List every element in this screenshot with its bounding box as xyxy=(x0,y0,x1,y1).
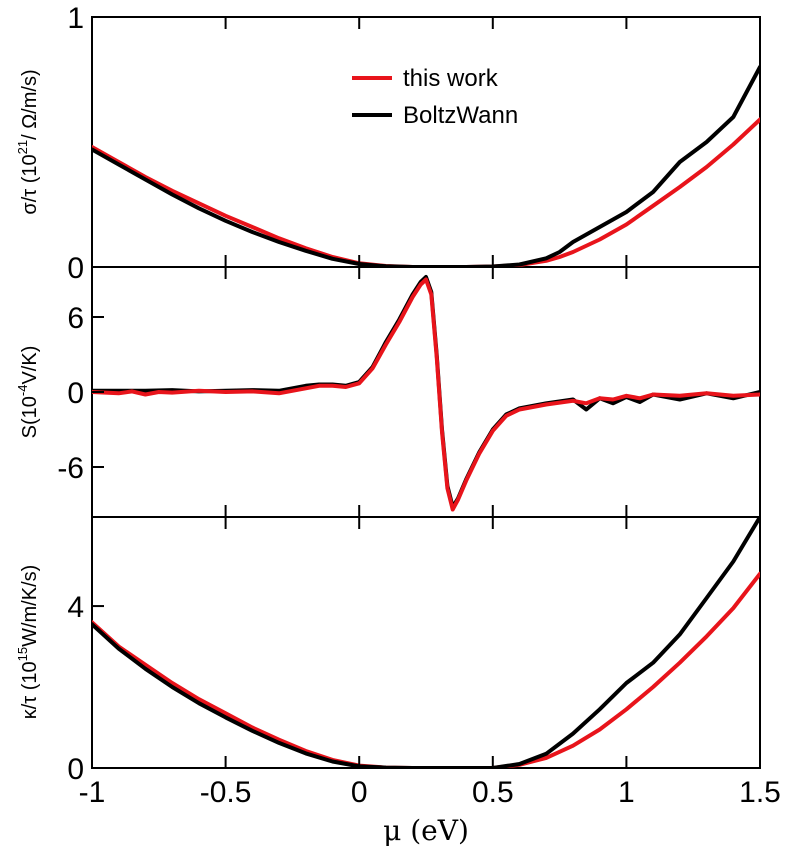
x-tick-label: -0.5 xyxy=(200,776,252,809)
top-series-boltzwann xyxy=(92,65,760,267)
x-axis-label: μ (eV) xyxy=(383,814,469,847)
bottom-y-tick-label: 4 xyxy=(67,591,84,624)
legend: this work BoltzWann xyxy=(352,65,518,129)
legend-label-boltzwann: BoltzWann xyxy=(403,102,518,129)
top-y-axis-label: σ/τ (1021/ Ω/m/s) xyxy=(15,69,41,214)
x-tick-label: 0.5 xyxy=(472,776,514,809)
middle-series-this-work xyxy=(92,277,760,512)
top-y-tick-label: 0 xyxy=(67,252,84,285)
middle-y-axis-label: S(10-4V/K) xyxy=(15,346,41,439)
middle-y-tick-label: -6 xyxy=(57,452,84,485)
top-panel-frame xyxy=(91,16,761,268)
bottom-series-boltzwann xyxy=(92,517,760,768)
bottom-y-tick-label: 0 xyxy=(67,753,84,786)
middle-y-tick-label: 6 xyxy=(67,302,84,335)
bottom-y-axis-label: κ/τ (1015W/m/K/s) xyxy=(15,565,41,720)
x-tick-label: 1 xyxy=(618,776,635,809)
top-y-tick-label: 1 xyxy=(67,2,84,35)
x-tick-label: 1.5 xyxy=(739,776,781,809)
bottom-series-this-work xyxy=(92,571,760,768)
x-tick-label: 0 xyxy=(351,776,368,809)
middle-y-tick-label: 0 xyxy=(67,377,84,410)
top-series-this-work xyxy=(92,117,760,267)
bottom-panel-frame xyxy=(91,516,761,769)
x-tick-label: -1 xyxy=(79,776,106,809)
legend-label-this-work: this work xyxy=(403,65,499,92)
